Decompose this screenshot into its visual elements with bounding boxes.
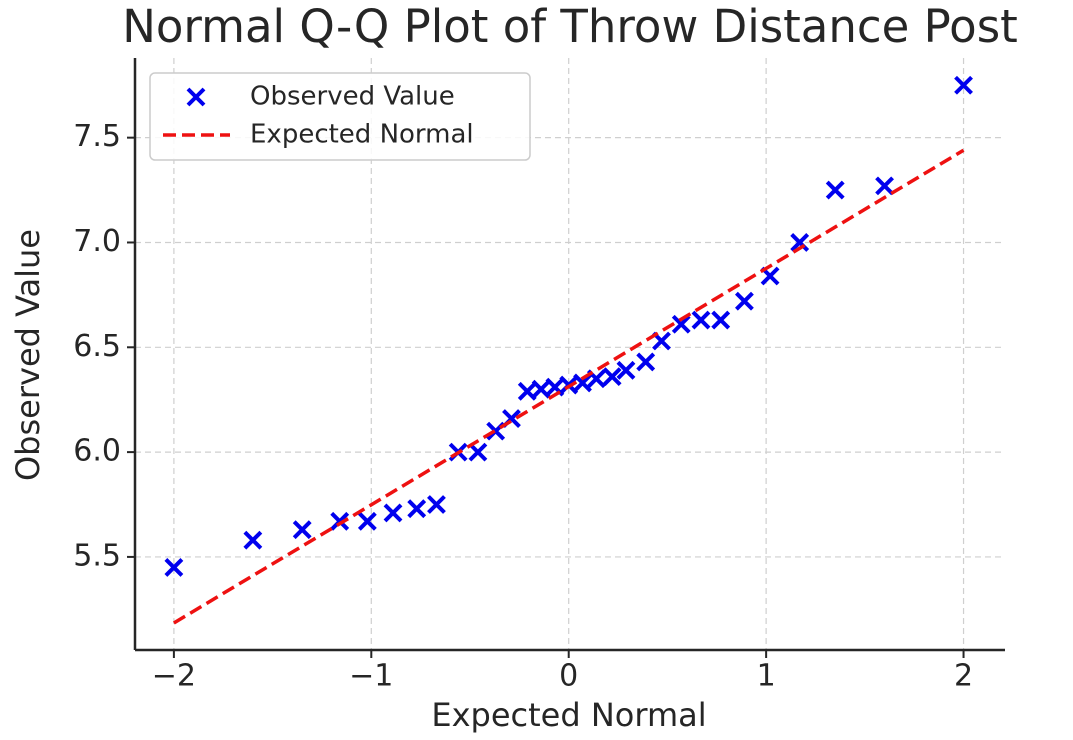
marker: [468, 442, 488, 462]
line: [172, 148, 965, 625]
x-axis-label: Expected Normal: [431, 696, 706, 734]
marker: [164, 557, 184, 577]
marker: [616, 360, 636, 380]
x-tick-label: 2: [954, 659, 973, 694]
marker: [602, 367, 622, 387]
legend-marker: [186, 87, 206, 107]
legend-box: [149, 72, 531, 161]
y-tick-label: 6.0: [73, 434, 121, 469]
marker: [330, 511, 350, 531]
marker: [292, 520, 312, 540]
x-tick-label: 1: [757, 659, 776, 694]
marker: [825, 180, 845, 200]
x-tick-label: 0: [559, 659, 578, 694]
y-tick-label: 7.0: [73, 224, 121, 259]
marker: [711, 310, 731, 330]
marker: [636, 352, 656, 372]
legend-label: Observed Value: [250, 82, 455, 112]
marker: [383, 503, 403, 523]
legend-label: Expected Normal: [250, 120, 474, 150]
marker: [875, 176, 894, 196]
y-tick-label: 6.5: [73, 329, 121, 364]
marker: [357, 511, 377, 531]
marker: [691, 310, 711, 330]
chart-title: Normal Q-Q Plot of Throw Distance Post: [122, 0, 1018, 53]
marker: [671, 314, 691, 334]
marker: [573, 373, 592, 393]
x-tick-label: −1: [349, 659, 393, 694]
marker: [427, 495, 446, 514]
y-tick-label: 5.5: [73, 538, 121, 573]
marker: [790, 233, 810, 252]
marker: [954, 75, 973, 95]
marker: [243, 530, 263, 550]
y-tick-label: 7.5: [73, 119, 121, 154]
marker: [735, 291, 754, 311]
x-tick-label: −2: [152, 659, 196, 694]
y-axis-label: Observed Value: [9, 229, 47, 481]
marker: [407, 499, 427, 519]
